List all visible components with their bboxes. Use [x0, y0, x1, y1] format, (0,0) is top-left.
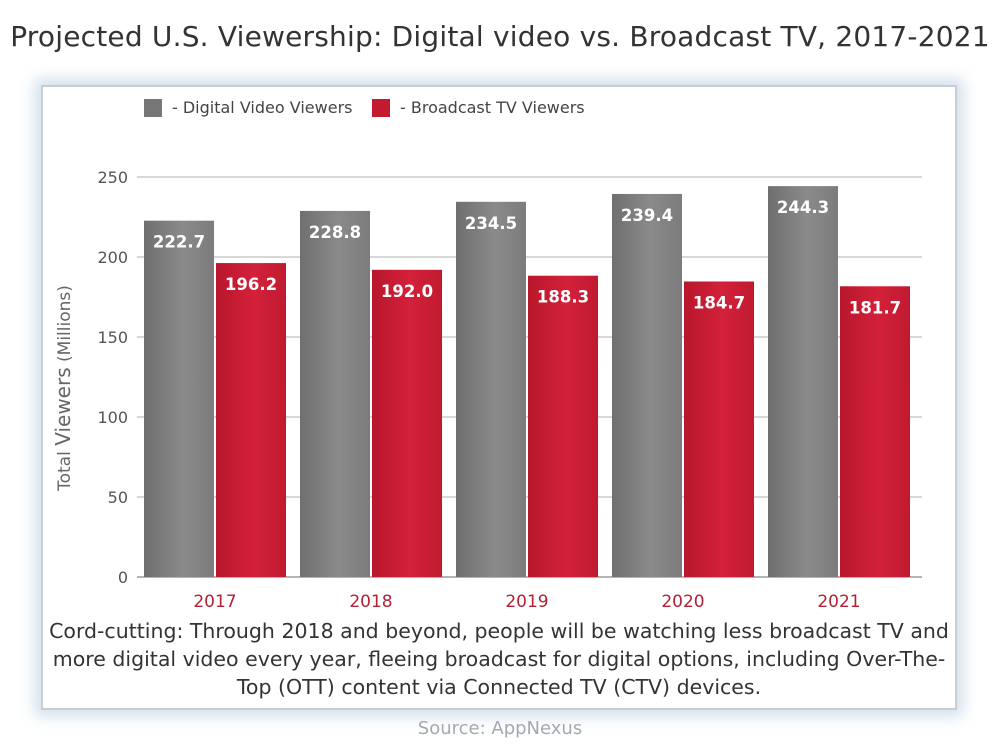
data-label: 244.3 — [777, 198, 829, 217]
y-tick-label: 100 — [97, 408, 128, 427]
y-tick-labels: 0 50 100 150 200 250 — [97, 168, 128, 587]
caption: Cord-cutting: Through 2018 and beyond, p… — [49, 619, 949, 699]
legend-swatch-digital — [144, 98, 162, 117]
bars: 222.7 196.2 228.8 192.0 234.5 188.3 239.4 184.7… — [144, 186, 910, 578]
data-label: 239.4 — [621, 206, 673, 225]
legend-label-broadcast: - Broadcast TV Viewers — [400, 98, 585, 117]
x-tick-label: 2021 — [817, 592, 860, 612]
data-label: 222.7 — [153, 233, 205, 252]
data-label: 234.5 — [465, 214, 517, 233]
y-tick-label: 250 — [97, 168, 128, 187]
bar-broadcast-2021 — [840, 286, 910, 577]
legend-item-broadcast: - Broadcast TV Viewers — [372, 98, 585, 117]
y-tick-label: 0 — [118, 568, 128, 587]
x-tick-label: 2017 — [193, 592, 236, 612]
x-tick-labels: 2017 2018 2019 2020 2021 — [193, 592, 860, 612]
legend-label-digital: - Digital Video Viewers — [172, 98, 353, 117]
bar-broadcast-2020 — [684, 281, 754, 577]
bar-digital-2021 — [768, 186, 838, 577]
chart-title: Projected U.S. Viewership: Digital video… — [10, 20, 990, 53]
legend-swatch-broadcast — [372, 98, 390, 117]
x-tick-label: 2018 — [349, 592, 392, 612]
y-tick-label: 50 — [108, 488, 128, 507]
bar-broadcast-2017 — [216, 263, 286, 577]
bar-broadcast-2018 — [372, 269, 442, 577]
y-tick-label: 200 — [97, 248, 128, 267]
source-note: Source: AppNexus — [417, 718, 583, 739]
data-label: 181.7 — [849, 298, 901, 317]
y-tick-label: 150 — [97, 328, 128, 347]
data-label: 188.3 — [537, 288, 589, 307]
data-label: 184.7 — [693, 293, 745, 312]
x-tick-label: 2019 — [505, 592, 548, 612]
data-label: 228.8 — [309, 223, 361, 242]
data-label: 192.0 — [381, 282, 433, 301]
bar-digital-2020 — [612, 193, 682, 577]
bar-digital-2019 — [456, 201, 526, 578]
bar-broadcast-2019 — [528, 275, 598, 577]
legend-item-digital: - Digital Video Viewers — [144, 98, 352, 117]
bar-digital-2018 — [300, 210, 370, 578]
bar-digital-2017 — [144, 220, 214, 577]
x-tick-label: 2020 — [661, 592, 704, 612]
data-label: 196.2 — [225, 275, 277, 294]
